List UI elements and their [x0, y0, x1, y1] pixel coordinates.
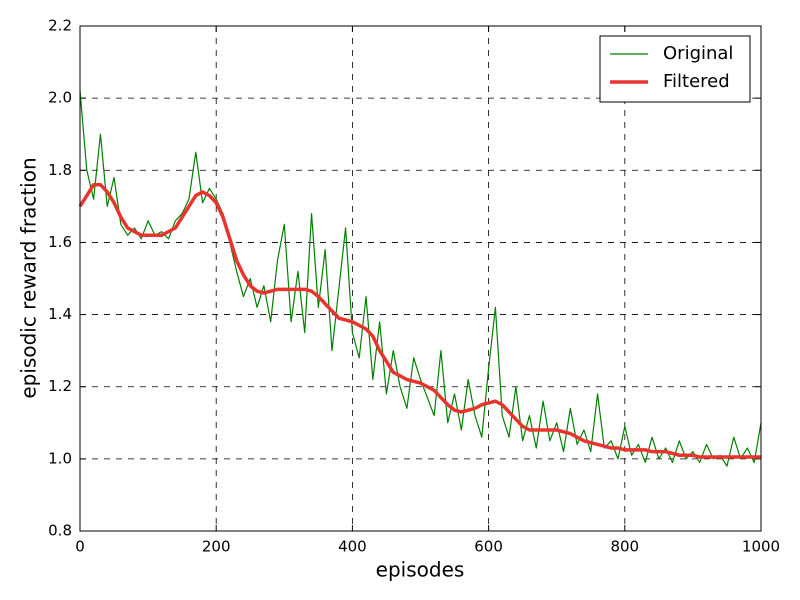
y-axis-label: episodic reward fraction — [17, 157, 41, 398]
legend-label: Filtered — [663, 71, 730, 92]
x-tick-label: 400 — [338, 538, 367, 556]
y-tick-label: 2.0 — [48, 89, 72, 107]
y-tick-label: 1.0 — [48, 449, 72, 467]
y-tick-label: 1.6 — [48, 233, 72, 251]
x-tick-label: 600 — [474, 538, 503, 556]
plot-frame — [79, 25, 762, 532]
y-tick-label: 1.8 — [48, 161, 72, 179]
y-tick-label: 1.2 — [48, 377, 72, 395]
x-tick-label: 200 — [202, 538, 231, 556]
y-tick-label: 2.2 — [48, 17, 72, 35]
x-tick-label: 0 — [75, 538, 85, 556]
x-tick-label: 800 — [610, 538, 639, 556]
legend: Original Filtered — [599, 35, 751, 103]
legend-box — [599, 35, 751, 103]
legend-label: Original — [663, 43, 733, 64]
y-tick-label: 0.8 — [48, 522, 72, 540]
x-axis-label: episodes — [376, 558, 465, 582]
series-line — [79, 90, 762, 467]
y-tick-label: 1.4 — [48, 305, 72, 323]
series-line — [78, 182, 761, 459]
x-tick-label: 1000 — [742, 538, 780, 556]
